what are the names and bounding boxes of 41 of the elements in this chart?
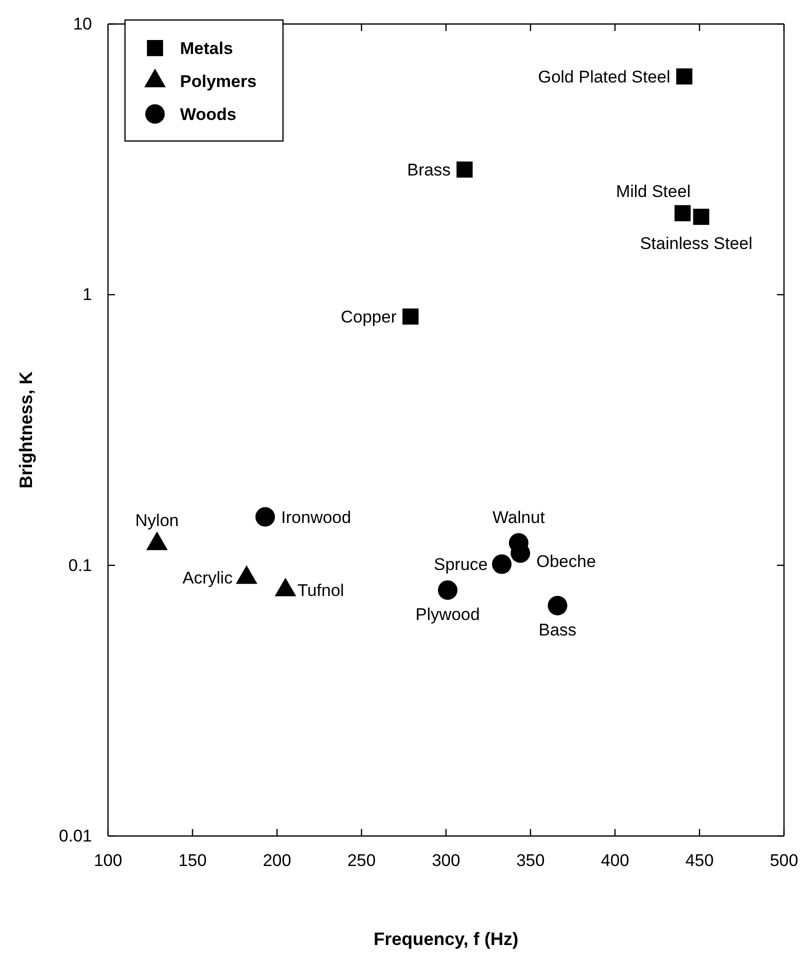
x-axis-title: Frequency, f (Hz) — [374, 929, 518, 949]
legend-label: Metals — [180, 39, 233, 58]
annotation: Stainless Steel — [640, 234, 752, 253]
y-axis-title: Brightness, K — [16, 371, 36, 489]
point — [674, 205, 691, 222]
annotation: Brass — [407, 160, 451, 180]
annotation: Acrylic — [182, 568, 234, 588]
y-tick-label: 0.1 — [68, 556, 92, 575]
x-tick-label: 150 — [178, 851, 207, 870]
x-tick-label: 400 — [600, 851, 630, 870]
y-tick-label: 10 — [73, 14, 92, 34]
annotation: Gold Plated Steel — [538, 67, 670, 86]
x-tick-label: 200 — [262, 851, 292, 870]
annotation: Spruce — [434, 555, 488, 574]
annotation: Tufnol — [297, 581, 344, 600]
x-tick-label: 300 — [432, 851, 460, 870]
x-tick-label: 100 — [94, 851, 122, 870]
point — [693, 208, 710, 225]
annotation: Plywood — [416, 605, 480, 624]
annotation: Ironwood — [281, 508, 352, 527]
point — [492, 554, 512, 574]
point — [255, 507, 275, 527]
annotation: Mild Steel — [616, 182, 691, 202]
annotation: Bass — [538, 620, 576, 640]
x-tick-label: 500 — [770, 851, 798, 870]
y-tick-label: 0.01 — [58, 826, 92, 846]
annotation: Obeche — [536, 552, 596, 572]
legend-label: Woods — [180, 105, 236, 124]
point — [548, 596, 568, 616]
x-tick-label: 450 — [685, 851, 714, 870]
point — [676, 68, 692, 85]
legend-label: Polymers — [180, 72, 257, 91]
point — [438, 580, 458, 600]
annotation: Walnut — [492, 508, 546, 527]
point — [402, 308, 419, 325]
point — [456, 161, 473, 178]
y-tick-label: 1 — [82, 285, 92, 304]
annotation: Copper — [340, 308, 397, 327]
x-tick-label: 350 — [516, 851, 545, 870]
annotation: Nylon — [135, 510, 179, 530]
x-tick-label: 250 — [347, 851, 376, 870]
